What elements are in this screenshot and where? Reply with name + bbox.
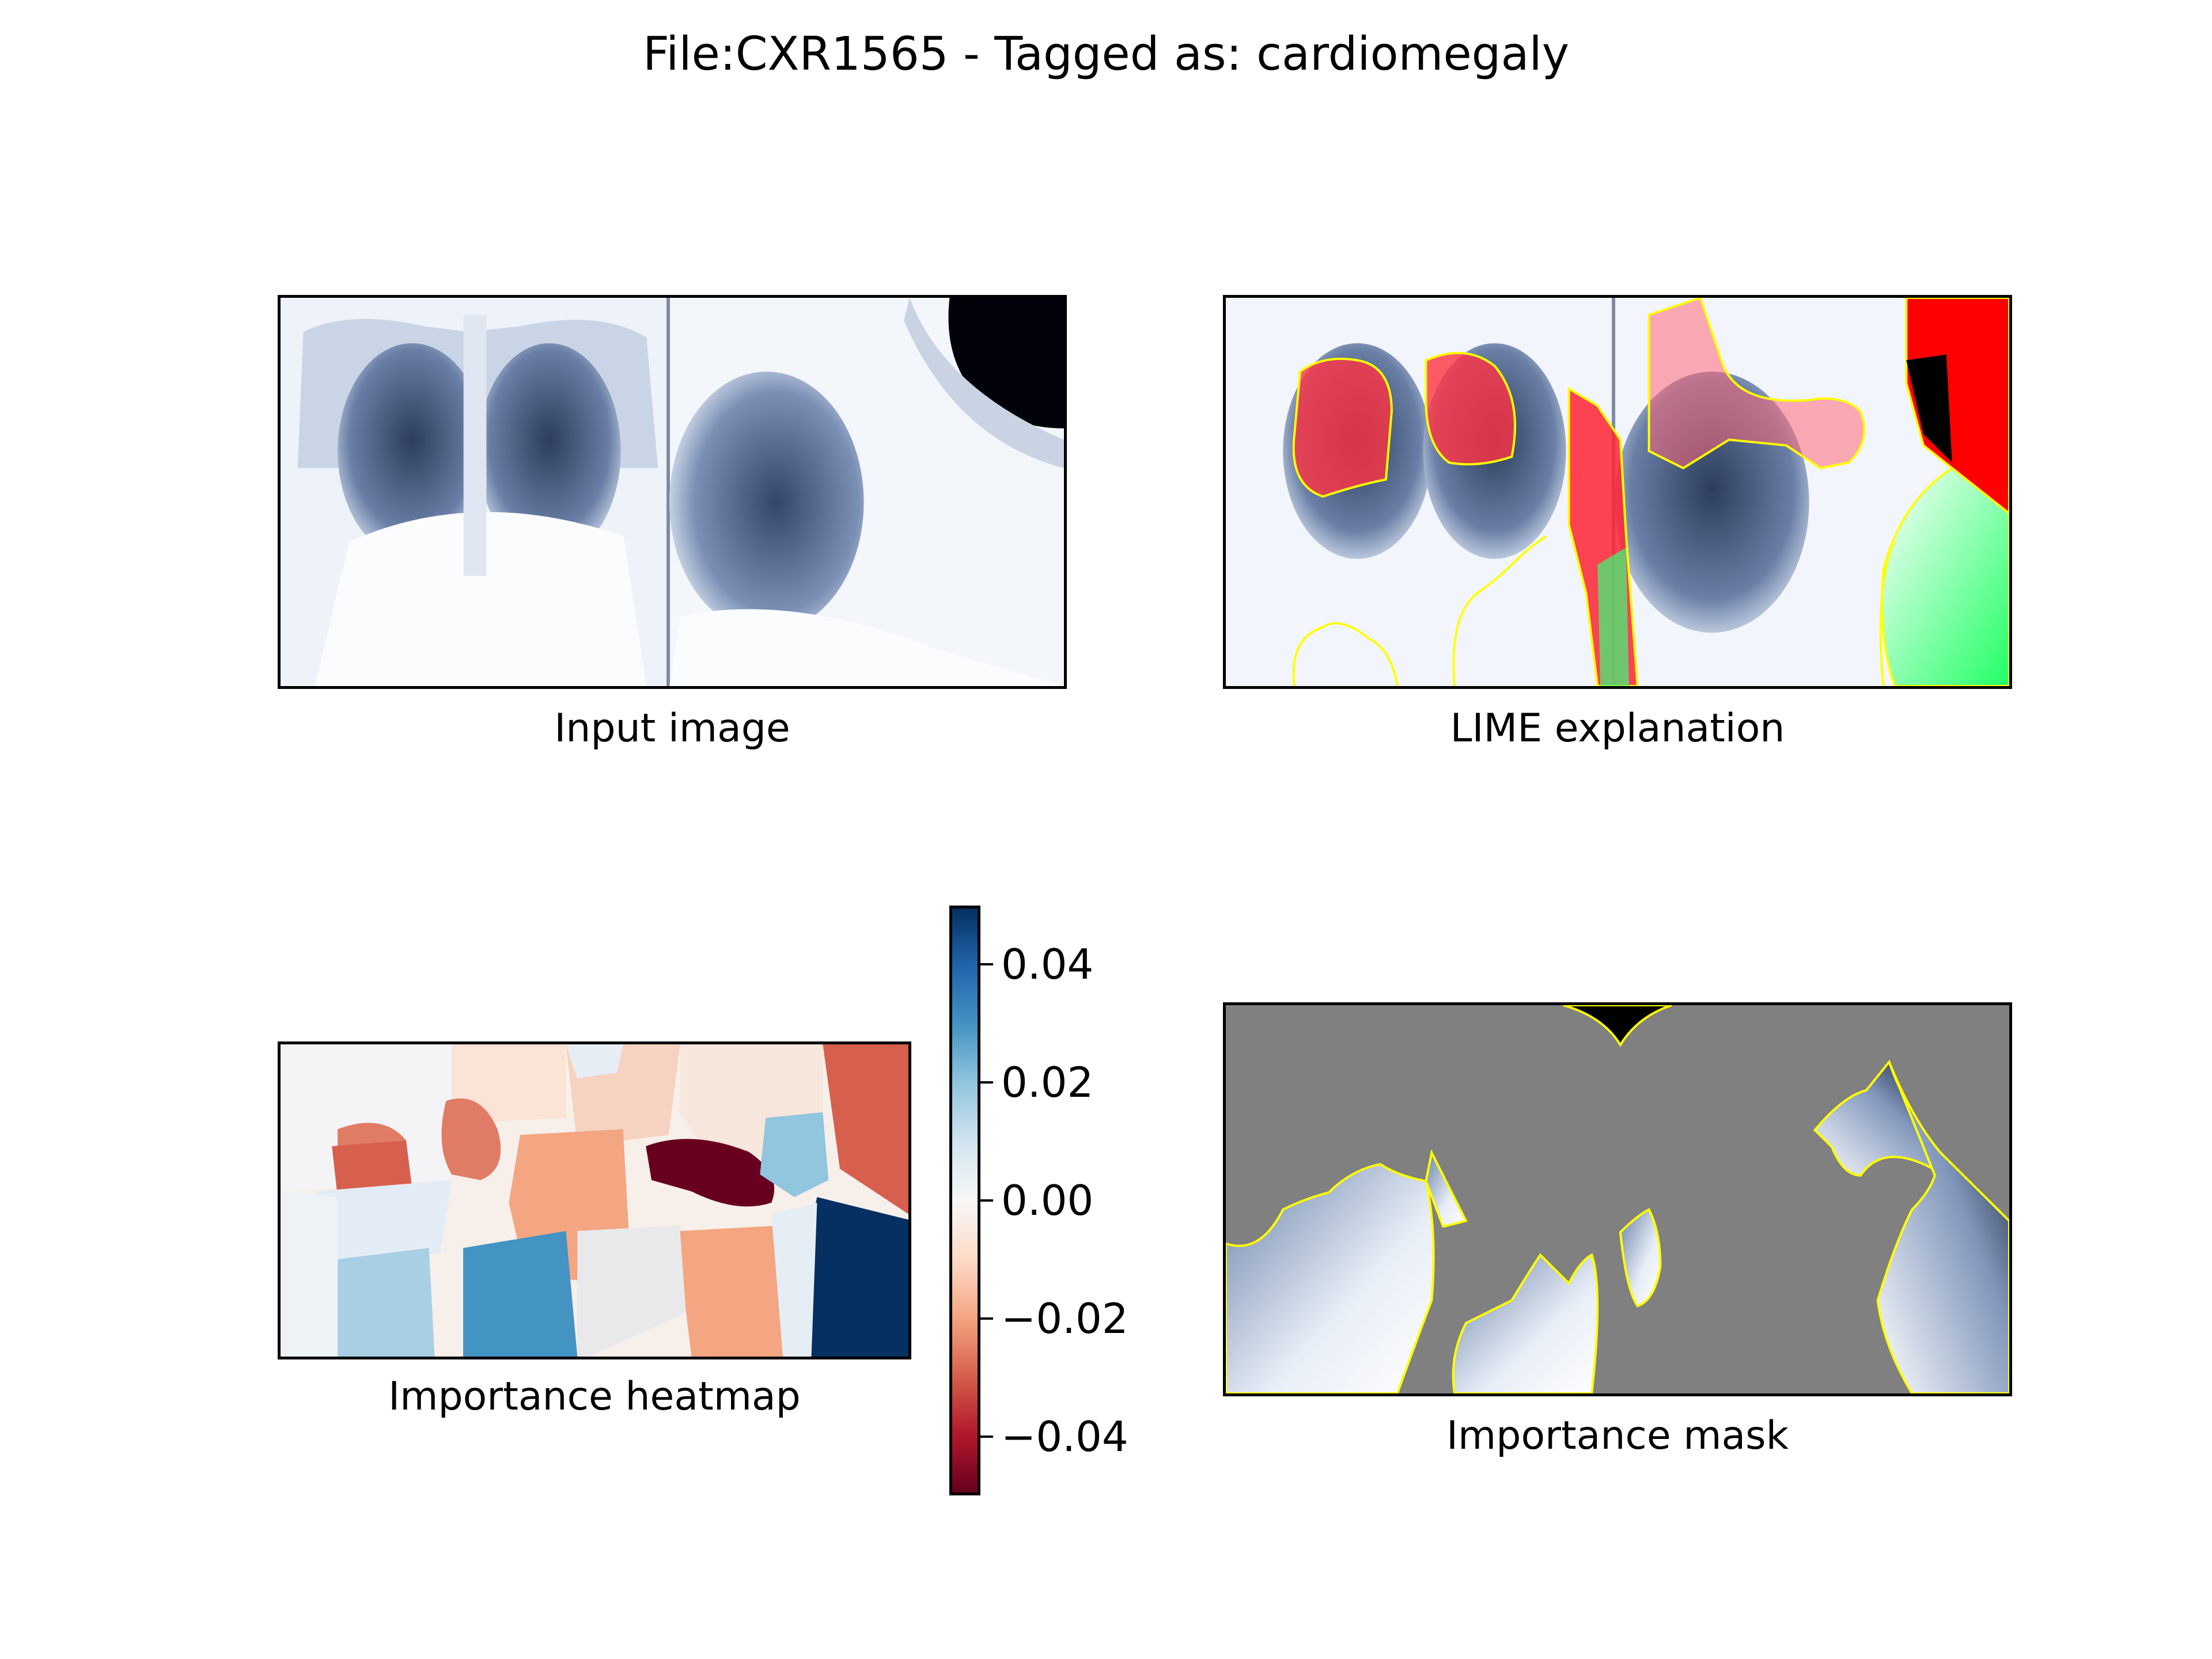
lime-explanation-caption: LIME explanation	[1450, 706, 1785, 751]
importance-mask-caption: Importance mask	[1446, 1413, 1789, 1459]
importance-heatmap-caption: Importance heatmap	[388, 1374, 801, 1419]
colorbar-tick	[980, 963, 993, 966]
lime-explanation-panel	[1223, 295, 2012, 689]
input-image-caption: Input image	[554, 706, 790, 751]
colorbar-tick	[980, 1199, 993, 1202]
colorbar-tick-label: −0.02	[1001, 1294, 1128, 1343]
colorbar-tick	[980, 1317, 993, 1320]
colorbar-tick	[980, 1435, 993, 1438]
colorbar-tick-label: 0.00	[1001, 1176, 1094, 1225]
importance-heatmap-panel	[278, 1041, 911, 1359]
chest-xray-image	[281, 298, 1064, 686]
lime-overlay-image	[1226, 298, 2009, 686]
colorbar	[949, 906, 980, 1495]
figure-title: File:CXR1565 - Tagged as: cardiomegaly	[642, 27, 1570, 81]
colorbar-tick-label: −0.04	[1001, 1412, 1128, 1461]
mask-image	[1226, 1005, 2009, 1393]
input-image-panel	[278, 295, 1067, 689]
colorbar-tick-label: 0.02	[1001, 1058, 1094, 1107]
colorbar-tick-label: 0.04	[1001, 940, 1094, 989]
colorbar-tick	[980, 1081, 993, 1084]
heatmap-image	[281, 1044, 908, 1357]
importance-mask-panel	[1223, 1002, 2012, 1396]
